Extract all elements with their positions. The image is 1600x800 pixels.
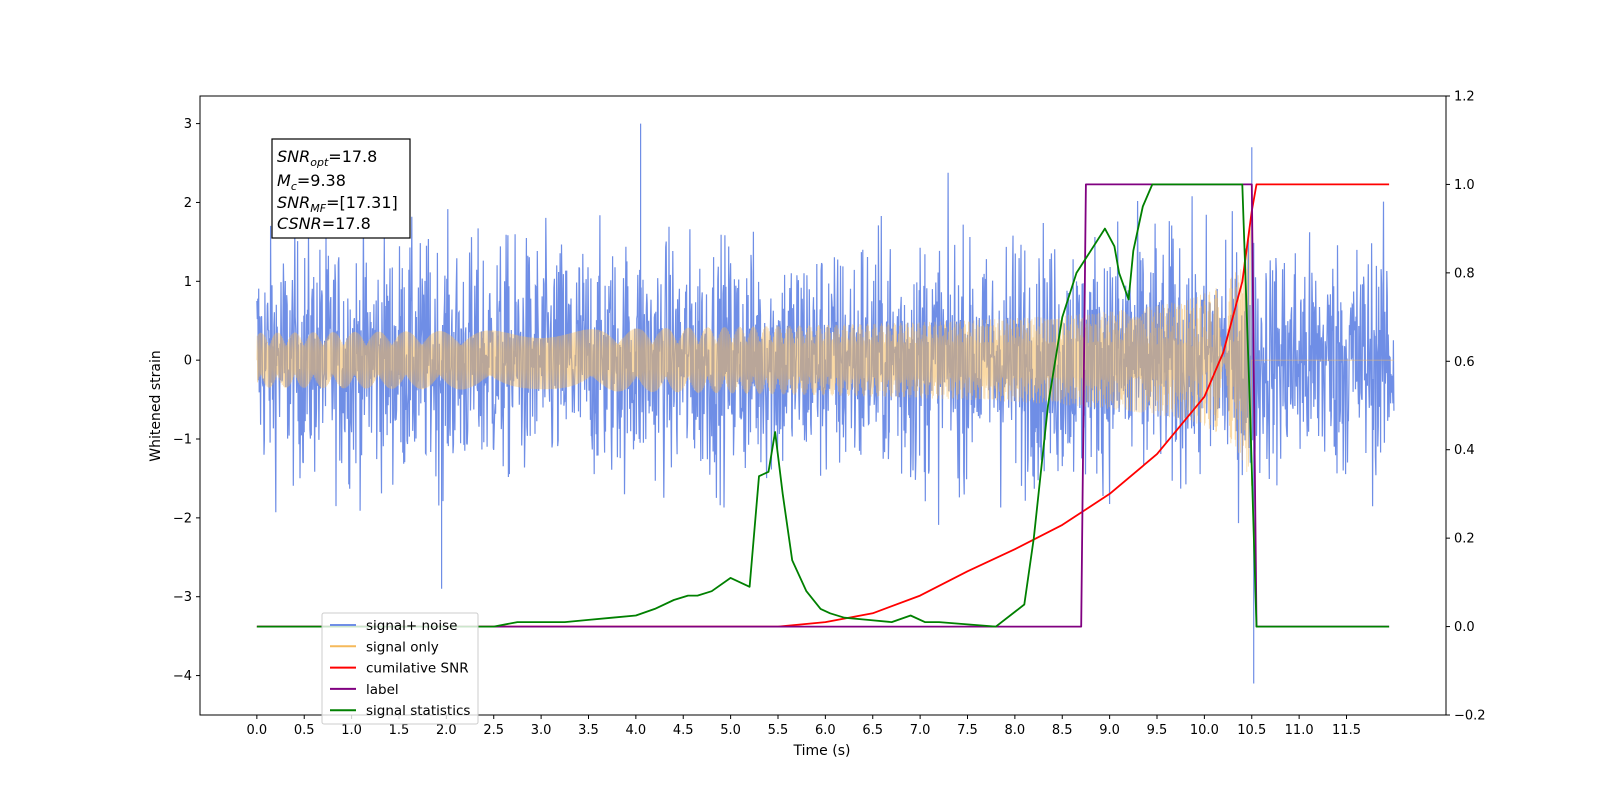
legend-label-label: label bbox=[366, 682, 399, 698]
annotation-snr-mf: SNRMF=[17.31] bbox=[277, 193, 398, 215]
annotation-snr-mf-subscript: MF bbox=[310, 202, 326, 215]
x-tick-label: 4.5 bbox=[673, 723, 694, 738]
x-tick-label: 4.0 bbox=[626, 723, 647, 738]
y-left-tick-label: −4 bbox=[173, 669, 192, 684]
x-tick-label: 7.5 bbox=[957, 723, 978, 738]
x-tick-label: 5.5 bbox=[768, 723, 789, 738]
annotation-chirp-mass-symbol: M bbox=[277, 171, 291, 190]
annotation-csnr-symbol: CSNR bbox=[277, 214, 322, 233]
y-left-tick-label: 3 bbox=[184, 117, 192, 132]
x-tick-label: 7.0 bbox=[910, 723, 931, 738]
annotation-snr-mf-symbol: SNR bbox=[277, 193, 310, 212]
annotation-box: SNRopt=17.8 Mc=9.38 SNRMF=[17.31] CSNR=1… bbox=[271, 138, 411, 239]
legend-label-signal-only: signal only bbox=[366, 639, 439, 655]
x-tick-label: 9.5 bbox=[1147, 723, 1168, 738]
annotation-snr-mf-value: =[17.31] bbox=[326, 193, 398, 212]
annotation-csnr: CSNR=17.8 bbox=[277, 214, 371, 233]
y-right-tick-label: −0.2 bbox=[1454, 709, 1486, 724]
y-right-tick-label: 0.8 bbox=[1454, 266, 1475, 281]
x-tick-label: 11.5 bbox=[1332, 723, 1361, 738]
annotation-chirp-mass-subscript: c bbox=[291, 180, 297, 193]
x-tick-label: 11.0 bbox=[1285, 723, 1314, 738]
x-tick-label: 0.0 bbox=[247, 723, 268, 738]
annotation-frame bbox=[271, 138, 411, 239]
x-tick-label: 10.5 bbox=[1237, 723, 1266, 738]
x-tick-label: 2.5 bbox=[483, 723, 504, 738]
x-tick-label: 5.0 bbox=[720, 723, 741, 738]
legend-label-signal-noise: signal+ noise bbox=[366, 618, 457, 634]
x-axis-label: Time (s) bbox=[793, 743, 851, 759]
y-left-tick-label: 2 bbox=[184, 196, 192, 211]
y-right-tick-label: 1.0 bbox=[1454, 178, 1475, 193]
y-left-tick-label: −1 bbox=[173, 433, 192, 448]
plot-area bbox=[256, 123, 1395, 684]
legend-label-signal-statistics: signal statistics bbox=[366, 703, 470, 719]
x-tick-label: 3.5 bbox=[578, 723, 599, 738]
x-tick-label: 6.5 bbox=[862, 723, 883, 738]
series-signal-only bbox=[256, 228, 1394, 486]
axis-ticks: 0.0 0.5 1.0 1.5 2.0 2.5 3.0 3.5 4.0 4.5 5.0 5.5 6.0 6… bbox=[173, 90, 1486, 739]
x-tick-label: 8.0 bbox=[1005, 723, 1026, 738]
annotation-csnr-value: =17.8 bbox=[322, 214, 371, 233]
annotation-snr-opt: SNRopt=17.8 bbox=[277, 147, 377, 169]
annotation-snr-opt-value: =17.8 bbox=[328, 147, 377, 166]
x-tick-label: 6.0 bbox=[815, 723, 836, 738]
x-tick-label: 3.0 bbox=[531, 723, 552, 738]
y-axis-label: Whitened strain bbox=[148, 350, 164, 461]
annotation-snr-opt-subscript: opt bbox=[310, 156, 329, 169]
y-right-tick-label: 0.4 bbox=[1454, 443, 1475, 458]
x-tick-label: 0.5 bbox=[294, 723, 315, 738]
y-right-tick-label: 0.0 bbox=[1454, 620, 1475, 635]
x-tick-label: 1.5 bbox=[389, 723, 410, 738]
legend-frame bbox=[321, 612, 479, 725]
y-left-tick-label: −3 bbox=[173, 590, 192, 605]
x-tick-label: 2.0 bbox=[436, 723, 457, 738]
y-right-tick-label: 0.2 bbox=[1454, 532, 1475, 547]
y-left-tick-label: 1 bbox=[184, 275, 192, 290]
x-tick-label: 9.0 bbox=[1099, 723, 1120, 738]
x-tick-label: 1.0 bbox=[341, 723, 362, 738]
y-left-tick-label: −2 bbox=[173, 511, 192, 526]
y-right-tick-label: 0.6 bbox=[1454, 355, 1475, 370]
annotation-chirp-mass: Mc=9.38 bbox=[277, 171, 346, 193]
legend-label-cumilative-snr: cumilative SNR bbox=[366, 661, 469, 677]
y-left-tick-label: 0 bbox=[184, 354, 192, 369]
series-signal-statistics bbox=[256, 183, 1390, 628]
legend: signal+ noise signal only cumilative SNR la… bbox=[321, 612, 479, 725]
x-tick-label: 8.5 bbox=[1052, 723, 1073, 738]
y-right-tick-label: 1.2 bbox=[1454, 90, 1475, 105]
annotation-chirp-mass-value: =9.38 bbox=[297, 171, 346, 190]
axes-frame bbox=[199, 95, 1447, 716]
annotation-snr-opt-symbol: SNR bbox=[277, 147, 310, 166]
x-tick-label: 10.0 bbox=[1190, 723, 1219, 738]
